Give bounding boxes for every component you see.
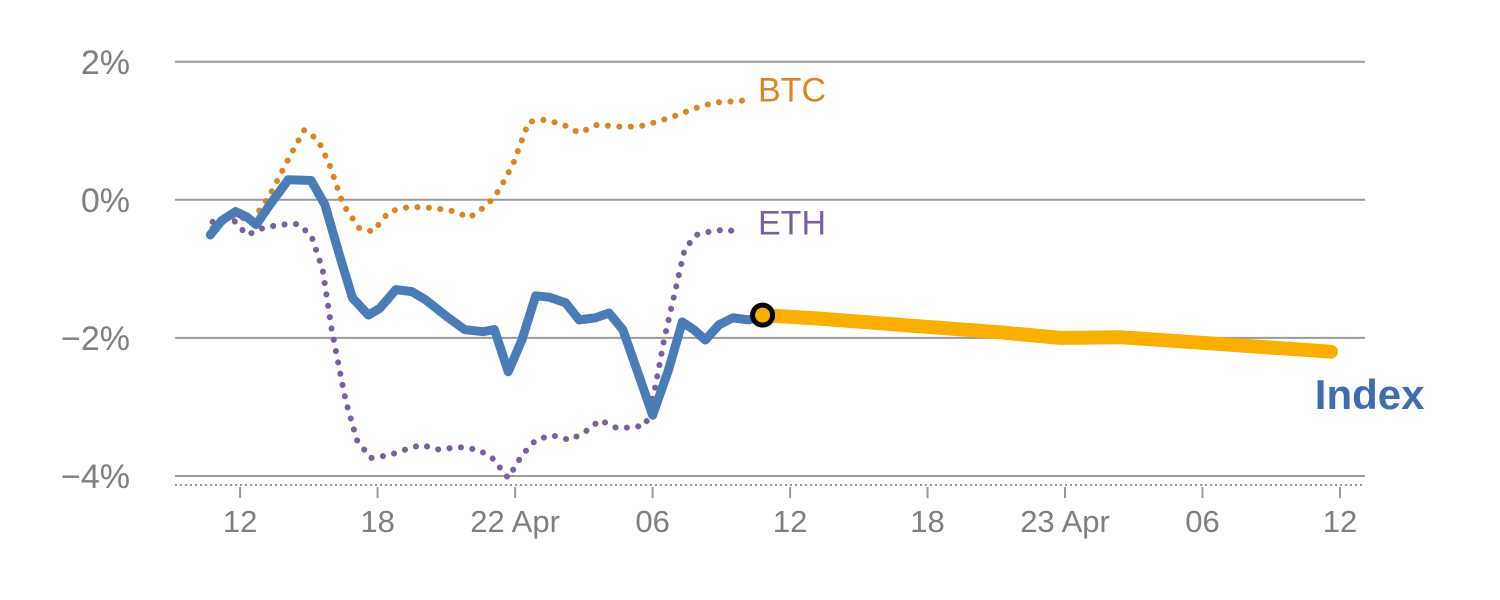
x-tick-label: 12 xyxy=(773,504,807,539)
x-tick-label: 18 xyxy=(360,504,394,539)
series-line-index-forecast xyxy=(755,308,1338,359)
series-label-index: Index xyxy=(1315,371,1425,418)
series-line-index xyxy=(205,175,768,420)
y-tick-label: −4% xyxy=(61,458,130,496)
x-tick-label: 12 xyxy=(223,504,257,539)
series-label-btc: BTC xyxy=(758,71,826,109)
x-tick-label: 06 xyxy=(1185,504,1219,539)
x-tick-label: 12 xyxy=(1323,504,1357,539)
x-tick-label: 18 xyxy=(910,504,944,539)
series-label-eth: ETH xyxy=(758,205,826,243)
x-tick-label: 22 Apr xyxy=(470,504,560,539)
series-line-eth xyxy=(209,216,745,481)
y-tick-label: 0% xyxy=(81,182,130,220)
y-tick-label: −2% xyxy=(61,320,130,358)
forecast-start-marker xyxy=(750,302,776,328)
series-line-btc xyxy=(209,96,755,235)
x-tick-label: 06 xyxy=(635,504,669,539)
y-tick-label: 2% xyxy=(81,44,130,82)
x-tick-label: 23 Apr xyxy=(1020,504,1110,539)
